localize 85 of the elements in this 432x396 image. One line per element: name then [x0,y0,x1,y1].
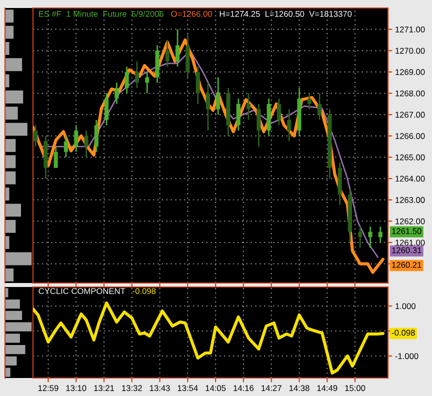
candlestick [104,92,109,126]
y-tick-label: 1265.00 [396,154,425,160]
candlestick [176,28,180,68]
bar [5,42,10,55]
x-tick-label: 13:21 [94,385,114,392]
x-tick-label: 14:38 [289,385,310,392]
data-label: -0.098 [392,330,415,336]
x-tick-label: 14:05 [206,385,226,392]
bar [5,345,26,354]
candlestick [368,226,372,249]
candlestick [124,66,129,94]
y-tick-label: 1262.00 [396,218,425,224]
bar [5,155,16,168]
candlestick [216,76,220,116]
candlestick [236,98,240,132]
annotation: O=1266.00 [171,10,212,17]
candlestick [196,66,200,105]
candlestick [287,108,292,142]
bar [5,139,16,152]
x-tick-label: 15:00 [345,385,366,392]
candlestick [74,124,78,153]
x-tick-label: 13:32 [122,385,142,392]
x-tick-label: 14:49 [317,385,338,392]
candlestick [256,103,261,148]
bar [5,356,17,366]
data-label: 1260.21 [392,262,422,268]
line-series [33,301,384,375]
bar [5,90,24,104]
candlestick [206,82,210,132]
y-tick-label: -1.000 [395,353,418,360]
y-tick-label: 1266.00 [396,133,425,140]
candlestick [246,92,251,121]
bar [5,74,10,88]
bar [5,252,32,266]
candlestick [307,92,312,110]
candlestick [134,60,139,89]
annotation: 1261.50 [392,228,422,234]
y-tick-label: 1269.00 [396,69,425,76]
bar [5,368,10,377]
bar [5,268,14,282]
chart-title: ES #F 1 Minute Future 6/9/2006 [39,10,164,17]
bar [5,322,32,332]
bar [5,188,10,200]
bar [5,236,10,250]
annotation: -0.098 [132,288,156,294]
y-tick-label: 1267.00 [396,112,425,118]
candlestick [145,71,150,94]
bar [5,300,20,309]
x-tick-label: 13:54 [178,385,198,392]
candlestick [54,146,58,169]
bar [5,58,22,72]
y-tick-label: 1268.00 [396,90,425,96]
y-tick-label: 1271.00 [396,26,425,32]
candlestick [358,226,362,249]
bar [5,204,21,217]
candlestick [165,39,170,68]
y-tick-label: 1264.00 [396,176,425,182]
candlestick [64,135,68,158]
bar [5,106,18,120]
candlestick [84,130,88,158]
x-tick-label: 12:59 [38,385,58,392]
bar [5,334,20,343]
x-tick-label: 14:16 [234,385,254,392]
candlestick [114,82,119,105]
candlestick [318,92,322,121]
x-tick-label: 13:10 [66,385,86,392]
candlestick [378,226,382,244]
bar [5,171,16,184]
y-tick-label: 1270.00 [396,48,425,54]
bar [5,310,22,320]
candlestick [34,124,38,148]
bar [5,10,14,23]
y-tick-label: 1.000 [396,303,416,310]
candlestick [94,119,98,153]
annotation: H=1274.25 L=1260.50 V=1813370 [220,10,352,17]
chart-title: CYCLIC COMPONENT [38,288,126,294]
bar [5,26,14,39]
bar [5,220,16,233]
bar [5,122,28,136]
candlestick [276,98,281,126]
x-tick-label: 13:43 [150,385,170,392]
y-tick-label: 1261.00 [396,240,425,246]
y-tick-label: 1263.00 [396,197,425,203]
x-tick-label: 14:27 [262,385,282,391]
data-label: 1260.31 [392,247,422,254]
